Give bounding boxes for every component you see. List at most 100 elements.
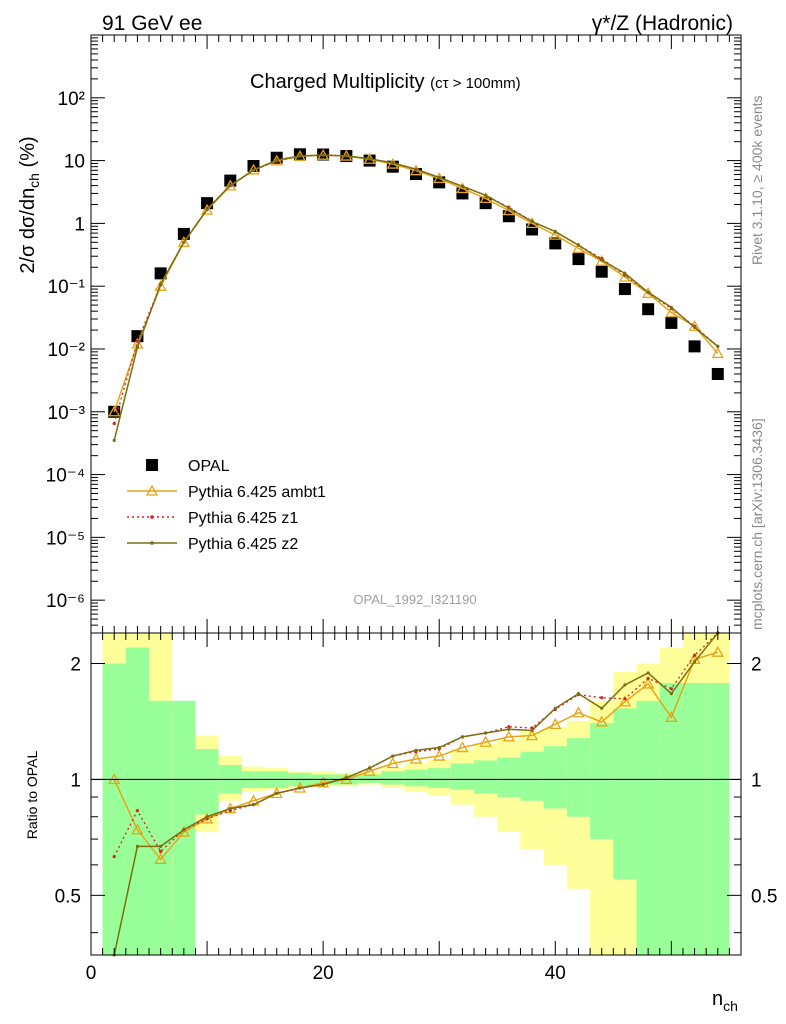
main-point-pythia-6-425-z2 — [182, 240, 186, 244]
ratio-point-pythia-6-425-ambt1 — [154, 853, 167, 865]
main-point-pythia-6-425-z2 — [600, 258, 604, 262]
plot-title-main: Charged Multiplicity — [250, 71, 425, 93]
legend-marker-opal — [146, 459, 158, 471]
ratio-point-pythia-6-425-ambt1 — [618, 695, 632, 707]
green-band-bin — [404, 769, 428, 787]
main-point-pythia-6-425-ambt1 — [177, 235, 190, 247]
main-point-pythia-6-425-z2 — [367, 157, 372, 161]
opal-data-point — [549, 237, 562, 250]
plot-title-sub: (cτ > 100mm) — [430, 75, 521, 92]
ratio-point-pythia-6-425-z1 — [112, 855, 116, 859]
ratio-ytick-label-right: 1 — [751, 770, 762, 791]
ratio-point-pythia-6-425-z1 — [669, 687, 673, 691]
main-point-pythia-6-425-z2 — [716, 344, 720, 348]
main-point-pythia-6-425-z2 — [507, 206, 511, 210]
ratio-point-pythia-6-425-ambt1 — [642, 677, 655, 689]
ratio-ytick-label: 2 — [70, 654, 81, 675]
green-band-bin — [450, 763, 475, 790]
green-band-bin — [125, 647, 150, 955]
main-point-pythia-6-425-z2 — [553, 230, 557, 234]
green-band-bin — [520, 751, 544, 801]
legend-label: Pythia 6.425 ambt1 — [188, 484, 326, 501]
green-band-bin — [357, 774, 382, 783]
opal-data-point — [572, 253, 585, 266]
green-band-bin — [195, 748, 219, 815]
legend-marker-dot — [150, 515, 154, 519]
green-band-bin — [566, 738, 591, 817]
green-band-bin — [613, 708, 637, 880]
ratio-point-pythia-6-425-z2 — [646, 671, 650, 675]
ratio-point-pythia-6-425-z2 — [135, 844, 140, 848]
main-point-pythia-6-425-z2 — [623, 271, 627, 275]
ratio-point-pythia-6-425-z2 — [460, 735, 465, 739]
ratio-point-pythia-6-425-ambt1 — [409, 752, 423, 764]
legend-marker-triangle — [145, 484, 159, 496]
main-point-pythia-6-425-ambt1 — [479, 192, 492, 204]
ratio-point-pythia-6-425-z2 — [391, 754, 395, 758]
rivet-label: Rivet 3.1.10, ≥ 400k events — [749, 95, 765, 265]
ratio-point-pythia-6-425-z2 — [553, 706, 557, 710]
main-ylabel: 2/σ dσ/dnch (%) — [17, 136, 42, 273]
ratio-point-pythia-6-425-z2 — [182, 828, 186, 832]
main-point-pythia-6-425-z2 — [275, 158, 279, 162]
ratio-point-pythia-6-425-z2 — [600, 706, 604, 710]
main-point-pythia-6-425-z2 — [692, 325, 697, 330]
main-ytick-label: 10⁻² — [48, 340, 86, 361]
green-band-bin — [543, 746, 567, 809]
xtick-label: 0 — [86, 963, 97, 984]
main-point-pythia-6-425-ambt1 — [665, 306, 678, 318]
ratio-point-pythia-6-425-z1 — [600, 696, 604, 700]
ratio-point-pythia-6-425-ambt1 — [549, 718, 562, 729]
ratio-point-pythia-6-425-z1 — [135, 808, 140, 813]
main-ytick-label: 10⁻³ — [48, 403, 86, 424]
main-point-pythia-6-425-z1 — [112, 421, 116, 426]
ratio-point-pythia-6-425-z2 — [530, 728, 534, 733]
main-ytick-label: 10⁻⁴ — [46, 466, 85, 487]
ratio-point-pythia-6-425-z2 — [344, 776, 348, 780]
opal-data-point — [595, 265, 608, 278]
ratio-point-pythia-6-425-z2 — [275, 791, 279, 795]
opal-data-point — [711, 367, 724, 380]
main-point-pythia-6-425-z2 — [460, 184, 465, 188]
main-point-pythia-6-425-ambt1 — [549, 228, 562, 240]
green-band-bin — [474, 760, 498, 794]
xtick-label: 20 — [313, 963, 334, 984]
main-point-pythia-6-425-z2 — [344, 154, 348, 158]
main-point-pythia-6-425-z2 — [159, 282, 163, 286]
main-point-pythia-6-425-z2 — [112, 438, 116, 443]
ratio-point-pythia-6-425-z2 — [692, 660, 697, 664]
ratio-point-pythia-6-425-ambt1 — [433, 749, 446, 761]
ratio-point-pythia-6-425-z2 — [437, 745, 441, 750]
ratio-ytick-label: 1 — [70, 770, 81, 791]
header-left: 91 GeV ee — [102, 12, 202, 35]
xlabel: nch — [712, 988, 738, 1014]
main-point-pythia-6-425-ambt1 — [200, 203, 214, 215]
ratio-point-pythia-6-425-ambt1 — [363, 764, 376, 776]
ratio-point-pythia-6-425-z2 — [576, 692, 581, 696]
green-band-bin — [706, 682, 730, 955]
main-point-pythia-6-425-z2 — [414, 167, 418, 171]
main-point-pythia-6-425-z2 — [135, 345, 140, 349]
ratio-ylabel: Ratio to OPAL — [24, 751, 40, 840]
main-point-pythia-6-425-z2 — [298, 154, 302, 158]
legend-label: Pythia 6.425 z1 — [188, 510, 298, 527]
ratio-point-pythia-6-425-z2 — [484, 731, 488, 735]
ratio-ytick-label: 0.5 — [55, 886, 81, 907]
main-point-pythia-6-425-z2 — [576, 243, 581, 247]
ratio-point-pythia-6-425-z2 — [623, 683, 627, 687]
ratio-ytick-label-right: 0.5 — [751, 886, 777, 907]
ratio-point-pythia-6-425-z2 — [251, 803, 256, 807]
ratio-line-pythia-6-425-ambt1 — [113, 651, 719, 861]
main-point-pythia-6-425-z2 — [205, 207, 209, 211]
legend-marker-dot — [150, 541, 154, 545]
main-point-pythia-6-425-ambt1 — [108, 405, 121, 417]
opal-data-point — [526, 223, 539, 236]
opal-data-point — [642, 303, 655, 316]
analysis-id: OPAL_1992_I321190 — [353, 592, 476, 607]
ratio-point-pythia-6-425-ambt1 — [386, 757, 399, 769]
main-point-pythia-6-425-z2 — [484, 193, 488, 197]
legend-label: OPAL — [188, 458, 230, 475]
ratio-point-pythia-6-425-z2 — [507, 727, 511, 731]
green-band-bin — [682, 682, 707, 955]
